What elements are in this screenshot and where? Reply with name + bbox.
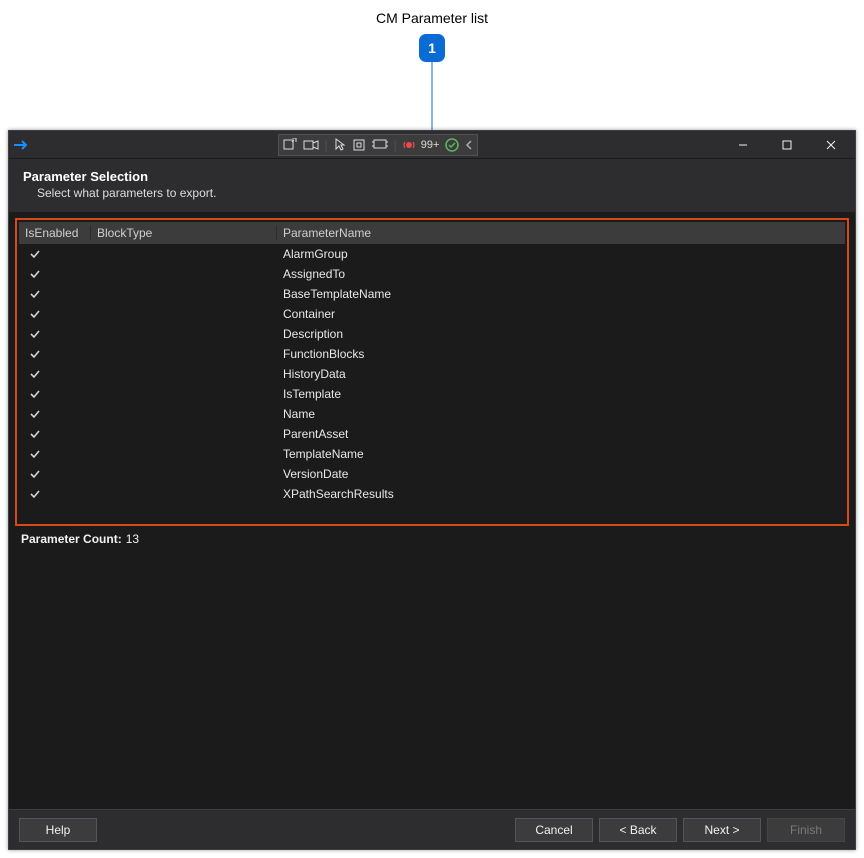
cursor-icon[interactable] <box>334 138 346 152</box>
parametername-cell: TemplateName <box>277 447 845 461</box>
isenabled-checkbox[interactable] <box>19 288 91 300</box>
parameter-count-row: Parameter Count: 13 <box>15 526 849 546</box>
isenabled-checkbox[interactable] <box>19 448 91 460</box>
column-header-blocktype[interactable]: BlockType <box>91 226 277 240</box>
window-controls <box>723 133 851 157</box>
isenabled-checkbox[interactable] <box>19 388 91 400</box>
parameter-count-label: Parameter Count: <box>21 532 122 546</box>
back-button[interactable]: < Back <box>599 818 677 842</box>
table-row[interactable]: AlarmGroup <box>19 244 845 264</box>
live-badge-icon[interactable] <box>403 139 415 151</box>
table-row[interactable]: Description <box>19 324 845 344</box>
square-icon[interactable] <box>352 138 366 152</box>
next-button[interactable]: Next > <box>683 818 761 842</box>
tool-icon-1[interactable] <box>283 138 297 152</box>
parametername-cell: IsTemplate <box>277 387 845 401</box>
dialog-header: Parameter Selection Select what paramete… <box>9 159 855 212</box>
column-header-isenabled[interactable]: IsEnabled <box>19 226 91 240</box>
table-row[interactable]: VersionDate <box>19 464 845 484</box>
isenabled-checkbox[interactable] <box>19 408 91 420</box>
toolstrip: | | 99+ <box>278 134 479 156</box>
video-icon[interactable] <box>303 139 319 151</box>
minimize-button[interactable] <box>723 133 763 157</box>
table-row[interactable]: IsTemplate <box>19 384 845 404</box>
dialog-footer: Help Cancel < Back Next > Finish <box>9 809 855 849</box>
column-header-parametername[interactable]: ParameterName <box>277 226 845 240</box>
close-button[interactable] <box>811 133 851 157</box>
table-row[interactable]: BaseTemplateName <box>19 284 845 304</box>
isenabled-checkbox[interactable] <box>19 348 91 360</box>
chevron-left-icon[interactable] <box>465 139 473 151</box>
isenabled-checkbox[interactable] <box>19 428 91 440</box>
table-row[interactable]: AssignedTo <box>19 264 845 284</box>
parametername-cell: AlarmGroup <box>277 247 845 261</box>
titlebar: | | 99+ <box>9 131 855 159</box>
titlebar-center: | | 99+ <box>33 134 723 156</box>
parameter-count-value: 13 <box>126 532 139 546</box>
annotation-label: CM Parameter list <box>376 10 488 26</box>
parametername-cell: BaseTemplateName <box>277 287 845 301</box>
app-arrow-icon <box>13 139 33 151</box>
parameter-selection-dialog: | | 99+ <box>8 130 856 850</box>
finish-button: Finish <box>767 818 845 842</box>
isenabled-checkbox[interactable] <box>19 488 91 500</box>
parametername-cell: XPathSearchResults <box>277 487 845 501</box>
table-row[interactable]: XPathSearchResults <box>19 484 845 504</box>
isenabled-checkbox[interactable] <box>19 328 91 340</box>
table-row[interactable]: FunctionBlocks <box>19 344 845 364</box>
parametername-cell: Description <box>277 327 845 341</box>
parametername-cell: FunctionBlocks <box>277 347 845 361</box>
parametername-cell: VersionDate <box>277 467 845 481</box>
table-row[interactable]: Name <box>19 404 845 424</box>
callout-bubble: 1 <box>419 34 445 62</box>
maximize-button[interactable] <box>767 133 807 157</box>
divider-icon-2: | <box>394 138 397 152</box>
header-title: Parameter Selection <box>23 169 841 184</box>
parameter-grid: IsEnabled BlockType ParameterName AlarmG… <box>15 218 849 526</box>
grid-header-row: IsEnabled BlockType ParameterName <box>19 222 845 244</box>
isenabled-checkbox[interactable] <box>19 308 91 320</box>
check-circle-icon[interactable] <box>445 138 459 152</box>
isenabled-checkbox[interactable] <box>19 368 91 380</box>
table-row[interactable]: Container <box>19 304 845 324</box>
screen-icon[interactable] <box>372 138 388 152</box>
dialog-content: IsEnabled BlockType ParameterName AlarmG… <box>9 212 855 809</box>
isenabled-checkbox[interactable] <box>19 268 91 280</box>
isenabled-checkbox[interactable] <box>19 248 91 260</box>
parametername-cell: ParentAsset <box>277 427 845 441</box>
parametername-cell: Name <box>277 407 845 421</box>
table-row[interactable]: HistoryData <box>19 364 845 384</box>
grid-body: AlarmGroup AssignedTo BaseTemplateName Cont… <box>19 244 845 504</box>
header-subtitle: Select what parameters to export. <box>23 186 841 200</box>
parametername-cell: Container <box>277 307 845 321</box>
help-button[interactable]: Help <box>19 818 97 842</box>
parametername-cell: HistoryData <box>277 367 845 381</box>
isenabled-checkbox[interactable] <box>19 468 91 480</box>
notification-badge[interactable]: 99+ <box>421 139 440 151</box>
parametername-cell: AssignedTo <box>277 267 845 281</box>
table-row[interactable]: TemplateName <box>19 444 845 464</box>
cancel-button[interactable]: Cancel <box>515 818 593 842</box>
table-row[interactable]: ParentAsset <box>19 424 845 444</box>
divider-icon: | <box>325 138 328 152</box>
